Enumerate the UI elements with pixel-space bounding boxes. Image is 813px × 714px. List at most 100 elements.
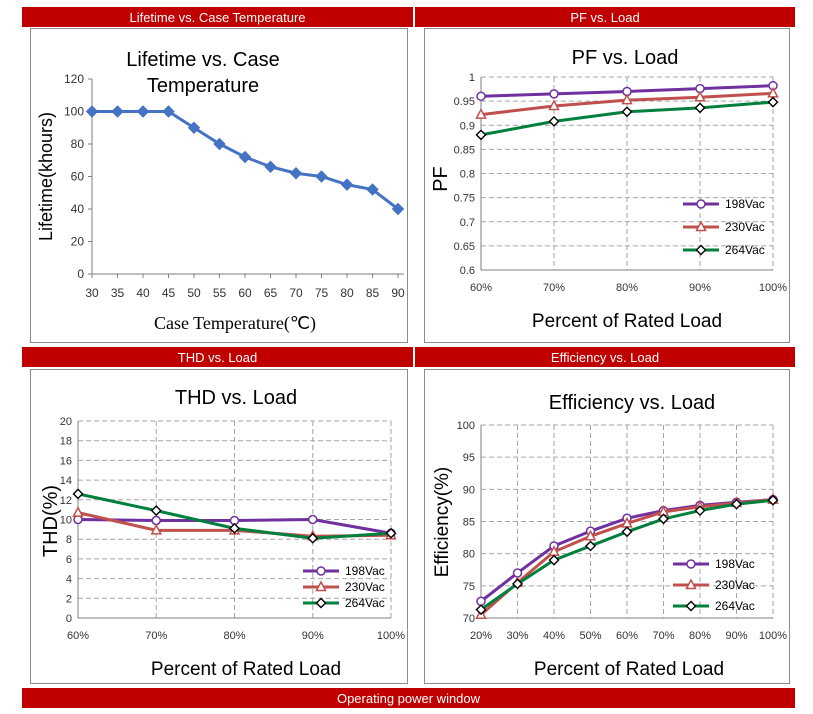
- y-tick-label: 0: [66, 613, 72, 625]
- lifetime-data-point: [391, 202, 405, 216]
- x-tick-label: 65: [264, 286, 278, 300]
- chart-title-line-1: Lifetime vs. Case: [126, 49, 279, 71]
- series-2-data-point: [621, 93, 633, 105]
- y-tick-label: 90: [463, 484, 475, 496]
- chart-title: PF vs. Load: [572, 47, 679, 69]
- x-tick-label: 70%: [145, 630, 167, 642]
- lifetime-chart: 0 20 40 60 80 100 120 30 35 40 45 50 55 60 65 70 75 80 85 9…: [36, 49, 405, 334]
- pf-chart-panel: 0.6 0.65 0.7 0.75 0.8 0.85 0.9 0.95 1 60% 70% 80% 90…: [424, 28, 790, 343]
- series-3-data-point: [150, 505, 162, 517]
- x-tick-label: 30: [85, 286, 99, 300]
- x-tick-label: 60%: [67, 630, 89, 642]
- series-3-data-point: [307, 532, 319, 544]
- series-3-data-point: [694, 102, 706, 114]
- y-tick-label: 12: [60, 495, 72, 507]
- series-1-data-point: [308, 514, 318, 525]
- legend-label: 198Vac: [725, 197, 765, 211]
- y-tick-label: 120: [64, 72, 84, 86]
- series-3-data-point: [475, 129, 487, 141]
- x-tick-label: 20%: [470, 630, 492, 642]
- y-tick-label: 0.95: [454, 96, 475, 108]
- x-tick-label: 90%: [689, 282, 711, 294]
- y-tick-label: 75: [463, 581, 475, 593]
- series-3-data-point: [621, 526, 633, 538]
- series-3-data-point: [731, 498, 742, 510]
- series-3-data-point: [229, 522, 240, 534]
- lifetime-data-point: [366, 183, 379, 196]
- legend-label: 264Vac: [345, 596, 385, 610]
- series-3-data-point: [475, 604, 487, 616]
- y-tick-label: 0.85: [454, 144, 475, 156]
- y-tick-label: 0.8: [460, 169, 475, 181]
- x-tick-label: 90%: [725, 630, 747, 642]
- series-2-data-point: [150, 523, 162, 535]
- y-tick-label: 0: [77, 267, 84, 281]
- series-3-data-point: [548, 115, 560, 127]
- lifetime-chart-panel: 0 20 40 60 80 100 120 30 35 40 45 50 55 60 65 70 75 80 85 9…: [30, 28, 408, 343]
- thd-chart-panel: 0 2 4 6 8 10 12 14 16 18 20 60% 70% 80% 90% 100% 198Vac 2…: [30, 369, 408, 684]
- series-3-data-point: [72, 488, 84, 500]
- x-axis-label: Percent of Rated Load: [534, 659, 724, 680]
- y-tick-label: 0.65: [454, 241, 475, 253]
- y-tick-label: 40: [71, 202, 85, 216]
- series-3-data-point: [658, 513, 669, 525]
- y-axis-label: PF: [430, 166, 452, 192]
- thd-chart: 0 2 4 6 8 10 12 14 16 18 20 60% 70% 80% 90% 100% 198Vac 2…: [40, 387, 405, 680]
- y-axis-label: THD(%): [40, 485, 62, 557]
- x-tick-label: 35: [111, 286, 125, 300]
- series-1-data-point: [476, 596, 486, 607]
- y-tick-label: 0.7: [460, 217, 475, 229]
- y-tick-label: 8: [66, 534, 72, 546]
- lifetime-data-point: [85, 105, 99, 118]
- chart-title: THD vs. Load: [175, 387, 297, 409]
- x-tick-label: 100%: [377, 630, 405, 642]
- x-tick-label: 70: [289, 286, 303, 300]
- x-tick-label: 55: [213, 286, 227, 300]
- series-2-data-point: [475, 108, 487, 119]
- x-tick-label: 80%: [616, 282, 638, 294]
- legend-marker: [685, 578, 697, 590]
- lifetime-data-point: [315, 170, 328, 183]
- lifetime-data-point: [289, 167, 303, 180]
- x-tick-label: 60%: [470, 282, 492, 294]
- lifetime-data-point: [340, 178, 354, 191]
- legend-marker: [695, 220, 707, 232]
- x-tick-label: 60: [238, 286, 252, 300]
- legend-marker: [316, 566, 326, 576]
- legend-label: 230Vac: [345, 580, 385, 594]
- x-tick-label: 70%: [543, 282, 565, 294]
- x-tick-label: 45: [162, 286, 176, 300]
- y-tick-label: 95: [463, 452, 475, 464]
- series-2-data-point: [584, 529, 597, 541]
- y-axis-label: Efficiency(%): [432, 467, 453, 578]
- legend-marker: [695, 244, 707, 256]
- chart-title-line-2: Temperature: [147, 75, 259, 97]
- efficiency-chart-panel: 70 75 80 85 90 95 100 20% 30% 40% 50% 60% 70% 80% 90% 1…: [424, 369, 790, 684]
- y-tick-label: 70: [463, 613, 475, 625]
- legend-marker: [315, 597, 327, 609]
- x-tick-label: 80%: [223, 630, 245, 642]
- series-2-data-point: [72, 506, 84, 517]
- y-tick-label: 1: [469, 72, 475, 84]
- series-3-data-point: [767, 96, 779, 108]
- x-tick-label: 70%: [652, 630, 674, 642]
- series-2-data-point: [694, 90, 706, 102]
- series-3-data-point: [548, 554, 560, 566]
- efficiency-chart: 70 75 80 85 90 95 100 20% 30% 40% 50% 60% 70% 80% 90% 1…: [432, 392, 787, 680]
- y-tick-label: 60: [71, 170, 85, 184]
- y-tick-label: 20: [71, 235, 85, 249]
- legend-marker: [686, 559, 696, 569]
- x-axis-label: Case Temperature(℃): [154, 313, 316, 334]
- y-tick-label: 0.6: [460, 265, 475, 277]
- lifetime-data-point: [162, 105, 175, 118]
- y-tick-label: 18: [60, 436, 72, 448]
- legend-marker: [315, 580, 327, 592]
- y-tick-label: 14: [60, 475, 72, 487]
- y-tick-label: 0.9: [460, 120, 475, 132]
- x-tick-label: 40: [136, 286, 150, 300]
- x-tick-label: 30%: [506, 630, 528, 642]
- x-tick-label: 80%: [689, 630, 711, 642]
- series-3-data-point: [512, 578, 523, 590]
- legend-label: 264Vac: [715, 599, 755, 613]
- lifetime-data-point: [213, 137, 226, 151]
